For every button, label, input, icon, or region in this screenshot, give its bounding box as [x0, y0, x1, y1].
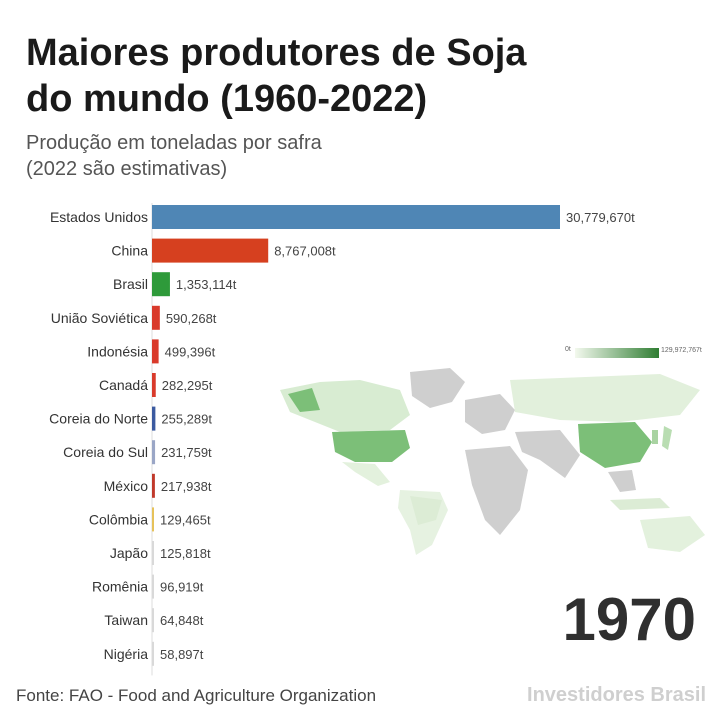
bar [152, 541, 154, 565]
map-ussr [510, 374, 700, 422]
value-label: 96,919t [160, 580, 204, 595]
map-mexico [342, 462, 390, 486]
chart-subtitle: Produção em toneladas por safra (2022 sã… [26, 130, 706, 182]
bar [152, 507, 154, 532]
value-label: 8,767,008t [274, 244, 336, 259]
bar [152, 406, 156, 431]
bar [152, 272, 170, 297]
map-africa [465, 446, 528, 535]
value-label: 255,289t [161, 412, 212, 427]
value-label: 64,848t [160, 613, 204, 628]
map-indonesia [610, 498, 670, 510]
bar [152, 473, 155, 498]
value-label: 30,779,670t [566, 210, 635, 225]
map-greenland [410, 368, 465, 408]
category-label: Canadá [99, 377, 148, 393]
legend-max-label: 129,972,767t [661, 347, 702, 354]
title-line-1: Maiores produtores de Soja [26, 32, 527, 74]
value-label: 590,268t [166, 311, 217, 326]
map-southeast-asia [608, 470, 636, 492]
category-label: Taiwan [104, 612, 148, 628]
title-line-2: do mundo (1960-2022) [26, 78, 428, 120]
map-usa [332, 430, 410, 462]
bar [152, 205, 560, 229]
subtitle-line-1: Produção em toneladas por safra [26, 132, 322, 154]
value-label: 125,818t [160, 546, 211, 561]
value-label: 1,353,114t [176, 277, 237, 292]
category-label: Coreia do Norte [49, 411, 148, 427]
map-legend: 0t 129,972,767t [565, 346, 715, 360]
bar [152, 339, 159, 364]
year-label: 1970 [562, 586, 696, 653]
map-middle-east [515, 430, 580, 478]
category-label: Estados Unidos [50, 209, 148, 225]
value-label: 499,396t [165, 344, 216, 359]
map-korea [652, 430, 658, 444]
bar [152, 608, 154, 633]
category-label: Indonésia [87, 343, 148, 359]
brand-watermark: Investidores Brasil [527, 684, 706, 706]
category-label: México [104, 478, 149, 494]
value-label: 217,938t [161, 479, 212, 494]
bar [152, 574, 154, 599]
map-china [578, 422, 652, 468]
category-label: Japão [110, 545, 148, 561]
world-map [280, 368, 705, 555]
category-label: Romênia [92, 579, 148, 595]
category-label: Brasil [113, 276, 148, 292]
map-europe [465, 394, 515, 434]
value-label: 129,465t [160, 512, 211, 527]
category-label: União Soviética [51, 310, 148, 326]
category-label: Coreia do Sul [63, 444, 148, 460]
legend-gradient [575, 348, 659, 358]
legend-min-label: 0t [565, 346, 571, 353]
value-label: 58,897t [160, 647, 204, 662]
map-japan [662, 426, 672, 450]
bar [152, 305, 160, 330]
subtitle-line-2: (2022 são estimativas) [26, 158, 228, 180]
value-label: 282,295t [162, 378, 213, 393]
map-australia [640, 516, 705, 552]
bar [152, 641, 154, 666]
bar [152, 238, 269, 263]
bar-chart: Estados Unidos 30,779,670t China 8,767,008t… [49, 203, 635, 676]
category-label: Colômbia [89, 511, 148, 527]
bar [152, 373, 156, 397]
source-text: Fonte: FAO - Food and Agriculture Organi… [16, 686, 377, 705]
category-label: China [111, 243, 148, 259]
category-label: Nigéria [104, 646, 149, 662]
map-alaska [288, 388, 320, 412]
bar [152, 440, 156, 465]
chart-title: Maiores produtores de Soja do mundo (196… [26, 30, 706, 122]
value-label: 231,759t [161, 445, 212, 460]
map-brazil [410, 496, 442, 525]
